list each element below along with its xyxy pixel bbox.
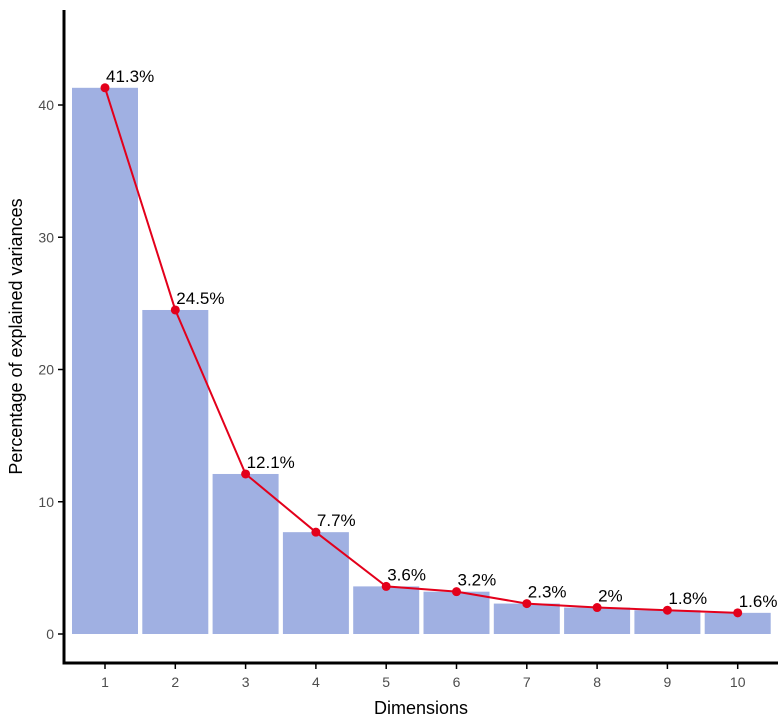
points-group xyxy=(100,83,743,618)
bar-7 xyxy=(493,603,560,634)
y-tick-label: 30 xyxy=(38,229,54,245)
x-tick-label: 9 xyxy=(664,674,672,690)
y-axis-title: Percentage of explained variances xyxy=(6,198,26,474)
data-label: 1.6% xyxy=(739,592,778,611)
bar-3 xyxy=(212,473,279,634)
bar-1 xyxy=(72,87,138,635)
bar-6 xyxy=(423,591,490,634)
bar-2 xyxy=(142,309,209,634)
data-point xyxy=(733,608,743,618)
bar-4 xyxy=(282,532,349,634)
x-tick-label: 7 xyxy=(523,674,531,690)
x-axis-title: Dimensions xyxy=(374,698,468,718)
bar-9 xyxy=(634,610,701,634)
axes-group xyxy=(62,10,778,665)
data-label: 12.1% xyxy=(247,453,295,472)
data-label: 24.5% xyxy=(176,289,224,308)
x-tick-label: 2 xyxy=(171,674,179,690)
data-label: 2.3% xyxy=(528,583,567,602)
bar-10 xyxy=(704,612,771,634)
x-tick-label: 10 xyxy=(730,674,746,690)
data-point xyxy=(311,527,321,537)
data-point xyxy=(170,305,180,315)
data-label: 2% xyxy=(598,587,623,606)
x-tick-label: 4 xyxy=(312,674,320,690)
trend-line-group xyxy=(104,87,738,614)
data-point xyxy=(100,83,110,93)
y-tick-label: 20 xyxy=(38,362,54,378)
x-tick-label: 3 xyxy=(242,674,250,690)
data-label: 3.2% xyxy=(458,571,497,590)
x-tick-label: 8 xyxy=(593,674,601,690)
data-label: 41.3% xyxy=(106,67,154,86)
data-point xyxy=(592,603,602,613)
y-tick-label: 40 xyxy=(38,97,54,113)
bars-group xyxy=(72,87,771,635)
data-point xyxy=(241,469,251,479)
data-point xyxy=(522,599,532,609)
data-label: 7.7% xyxy=(317,511,356,530)
y-tick-label: 0 xyxy=(46,626,54,642)
y-ticks-group: 0 10 20 30 40 xyxy=(38,97,64,642)
data-labels-group: 41.3% 24.5% 12.1% 7.7% 3.6% 3.2% 2.3% 2% 1.8% 1.6… xyxy=(106,67,777,611)
data-point xyxy=(662,605,672,615)
x-ticks-group: 1 2 3 4 5 6 7 8 9 10 xyxy=(101,663,746,690)
y-tick-label: 10 xyxy=(38,494,54,510)
trend-line xyxy=(104,87,738,614)
bar-5 xyxy=(353,586,420,634)
data-point xyxy=(381,581,391,591)
data-label: 3.6% xyxy=(387,565,426,584)
data-label: 1.8% xyxy=(668,589,707,608)
x-tick-label: 1 xyxy=(101,674,109,690)
x-tick-label: 6 xyxy=(453,674,461,690)
x-tick-label: 5 xyxy=(382,674,390,690)
data-point xyxy=(452,587,461,597)
